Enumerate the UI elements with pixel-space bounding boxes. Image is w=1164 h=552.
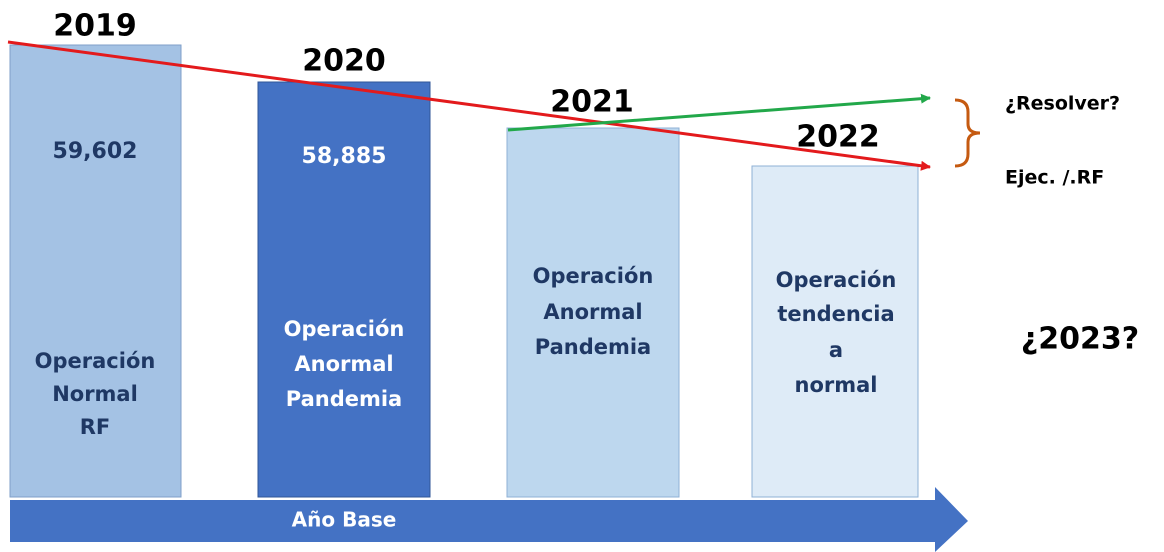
bar-2022 bbox=[751, 165, 919, 498]
note: ¿Resolver? bbox=[1005, 93, 1120, 115]
bar-label: Anormal bbox=[543, 300, 642, 324]
bar-label: tendencia bbox=[777, 302, 894, 326]
bar-label: Anormal bbox=[294, 352, 393, 376]
bar-label: Normal bbox=[52, 382, 138, 406]
year: 2021 bbox=[550, 85, 634, 120]
year: 2020 bbox=[302, 44, 386, 79]
value: 59,602 bbox=[53, 139, 138, 164]
trend-line bbox=[507, 93, 931, 132]
bar-label: Operación bbox=[35, 349, 156, 373]
trend-line bbox=[7, 40, 931, 171]
bar-label: normal bbox=[795, 373, 878, 397]
base-label: Año Base bbox=[292, 508, 397, 532]
year: 2019 bbox=[53, 9, 137, 44]
base-arrow bbox=[10, 487, 968, 552]
bar-2021 bbox=[506, 127, 680, 498]
bar-label: a bbox=[829, 338, 843, 362]
question: ¿2023? bbox=[1021, 322, 1139, 357]
value: 58,885 bbox=[302, 144, 387, 169]
bar-label: RF bbox=[80, 415, 111, 439]
year: 2022 bbox=[796, 120, 880, 155]
bar-label: Operación bbox=[533, 264, 654, 288]
note: Ejec. /.RF bbox=[1005, 167, 1104, 189]
bar-label: Operación bbox=[284, 317, 405, 341]
bar-label: Operación bbox=[776, 268, 897, 292]
bar-label: Pandemia bbox=[535, 335, 651, 359]
bar-2020 bbox=[257, 81, 431, 498]
bar-2019 bbox=[9, 44, 182, 498]
brace bbox=[954, 98, 981, 168]
bar-label: Pandemia bbox=[286, 387, 402, 411]
